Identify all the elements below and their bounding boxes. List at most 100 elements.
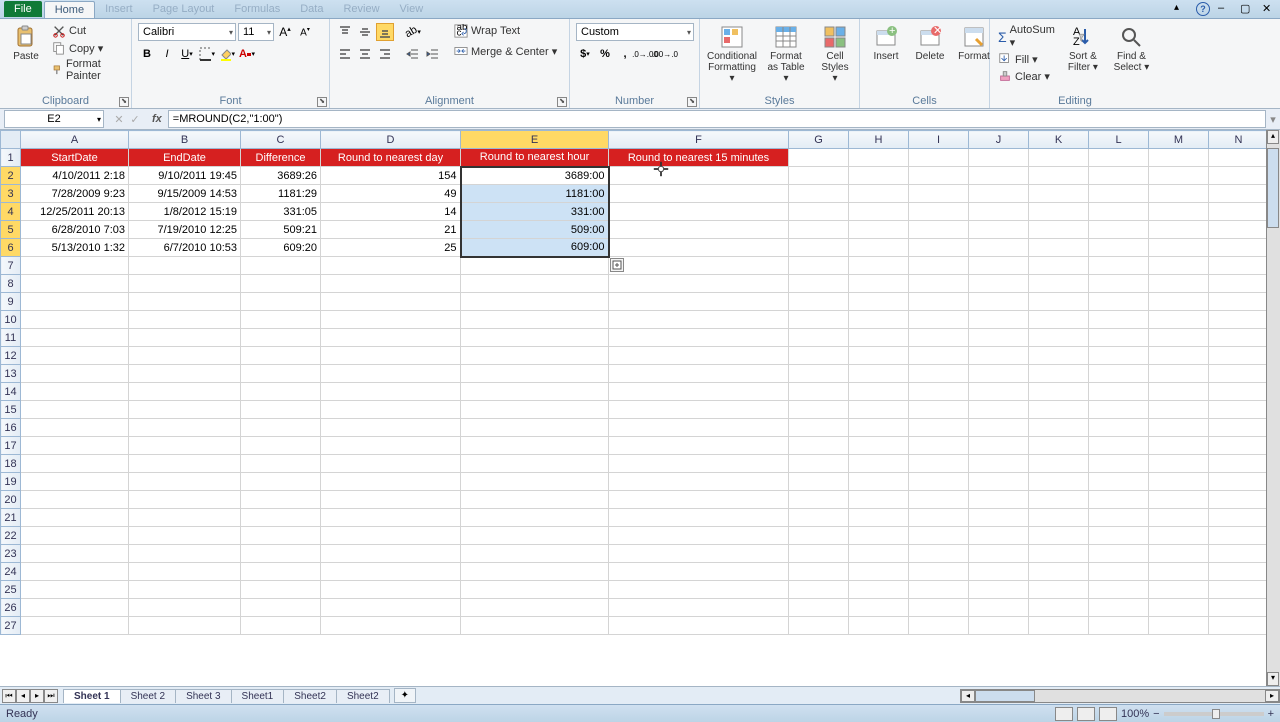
cell[interactable] — [1029, 239, 1089, 257]
cell[interactable]: 1/8/2012 15:19 — [129, 203, 241, 221]
cell[interactable] — [909, 617, 969, 635]
cell[interactable] — [909, 599, 969, 617]
cell[interactable] — [969, 455, 1029, 473]
cell[interactable] — [909, 545, 969, 563]
cell[interactable] — [461, 257, 609, 275]
cell[interactable] — [1209, 383, 1269, 401]
cell[interactable] — [1209, 221, 1269, 239]
cell[interactable] — [1089, 599, 1149, 617]
cell[interactable] — [129, 347, 241, 365]
cell[interactable] — [849, 365, 909, 383]
cell[interactable] — [789, 545, 849, 563]
cell[interactable] — [1029, 221, 1089, 239]
cell[interactable] — [21, 581, 129, 599]
cell[interactable] — [789, 617, 849, 635]
cell[interactable] — [609, 545, 789, 563]
cell[interactable] — [461, 581, 609, 599]
cell[interactable] — [21, 455, 129, 473]
cell[interactable] — [909, 383, 969, 401]
cell[interactable] — [461, 617, 609, 635]
cell[interactable] — [1089, 149, 1149, 167]
cell[interactable] — [21, 293, 129, 311]
cell[interactable] — [969, 311, 1029, 329]
cell[interactable] — [609, 509, 789, 527]
cell[interactable] — [321, 527, 461, 545]
row-header[interactable]: 10 — [1, 311, 21, 329]
cell[interactable] — [849, 203, 909, 221]
cell[interactable] — [461, 383, 609, 401]
number-format-combo[interactable]: Custom▾ — [576, 23, 694, 41]
cell[interactable] — [1149, 221, 1209, 239]
column-header[interactable]: C — [241, 131, 321, 149]
cell[interactable] — [609, 455, 789, 473]
cell[interactable] — [241, 437, 321, 455]
cell[interactable] — [1029, 365, 1089, 383]
font-size-combo[interactable]: 11▾ — [238, 23, 274, 41]
ribbon-tab-view[interactable]: View — [390, 1, 434, 18]
shrink-font-button[interactable]: A▾ — [296, 23, 314, 41]
cell[interactable] — [1209, 419, 1269, 437]
column-header[interactable]: G — [789, 131, 849, 149]
cell[interactable] — [129, 455, 241, 473]
help-icon[interactable]: ? — [1196, 2, 1210, 16]
cell[interactable] — [1029, 275, 1089, 293]
format-cells-button[interactable]: Format — [954, 23, 994, 64]
cell[interactable] — [609, 563, 789, 581]
column-header[interactable]: D — [321, 131, 461, 149]
ribbon-tab-insert[interactable]: Insert — [95, 1, 143, 18]
cell[interactable] — [1149, 257, 1209, 275]
cell[interactable] — [461, 275, 609, 293]
cell[interactable] — [849, 383, 909, 401]
cell[interactable] — [849, 293, 909, 311]
cell[interactable] — [241, 581, 321, 599]
cell[interactable] — [789, 599, 849, 617]
border-button[interactable]: ▾ — [198, 45, 216, 63]
cell[interactable] — [1029, 491, 1089, 509]
cell[interactable] — [321, 563, 461, 581]
cell[interactable] — [321, 365, 461, 383]
cell[interactable] — [1209, 275, 1269, 293]
cell[interactable] — [321, 509, 461, 527]
cell[interactable] — [609, 167, 789, 185]
autofill-options-button[interactable] — [610, 258, 624, 272]
cell[interactable] — [1149, 563, 1209, 581]
row-header[interactable]: 3 — [1, 185, 21, 203]
cell[interactable] — [1209, 401, 1269, 419]
cell[interactable] — [321, 581, 461, 599]
cell[interactable] — [1209, 257, 1269, 275]
cell[interactable] — [849, 221, 909, 239]
cell[interactable] — [1149, 473, 1209, 491]
cell[interactable]: 9/10/2011 19:45 — [129, 167, 241, 185]
zoom-level[interactable]: 100% — [1121, 708, 1149, 720]
cell[interactable] — [1209, 293, 1269, 311]
cell[interactable] — [909, 167, 969, 185]
cell[interactable] — [1149, 545, 1209, 563]
cell[interactable] — [609, 275, 789, 293]
cell[interactable] — [129, 491, 241, 509]
cell[interactable] — [1029, 257, 1089, 275]
row-header[interactable]: 26 — [1, 599, 21, 617]
cell[interactable] — [1029, 617, 1089, 635]
cell[interactable] — [241, 509, 321, 527]
cell[interactable] — [1209, 545, 1269, 563]
cell[interactable] — [241, 455, 321, 473]
cell[interactable] — [1089, 455, 1149, 473]
cell[interactable] — [1209, 527, 1269, 545]
conditional-formatting-button[interactable]: Conditional Formatting ▾ — [706, 23, 758, 86]
cell[interactable] — [969, 419, 1029, 437]
cell[interactable] — [1149, 383, 1209, 401]
row-header[interactable]: 17 — [1, 437, 21, 455]
cell[interactable] — [1089, 311, 1149, 329]
cell[interactable] — [321, 329, 461, 347]
cell[interactable] — [129, 437, 241, 455]
cell[interactable] — [849, 581, 909, 599]
cell[interactable] — [321, 383, 461, 401]
cell[interactable] — [909, 239, 969, 257]
cell[interactable] — [909, 275, 969, 293]
cell[interactable] — [849, 473, 909, 491]
cell[interactable]: 331:00 — [461, 203, 609, 221]
cell[interactable]: Round to nearest hour — [461, 149, 609, 167]
horizontal-scrollbar[interactable]: ◂ ▸ — [960, 689, 1280, 703]
cell[interactable] — [1149, 509, 1209, 527]
cell[interactable] — [789, 437, 849, 455]
